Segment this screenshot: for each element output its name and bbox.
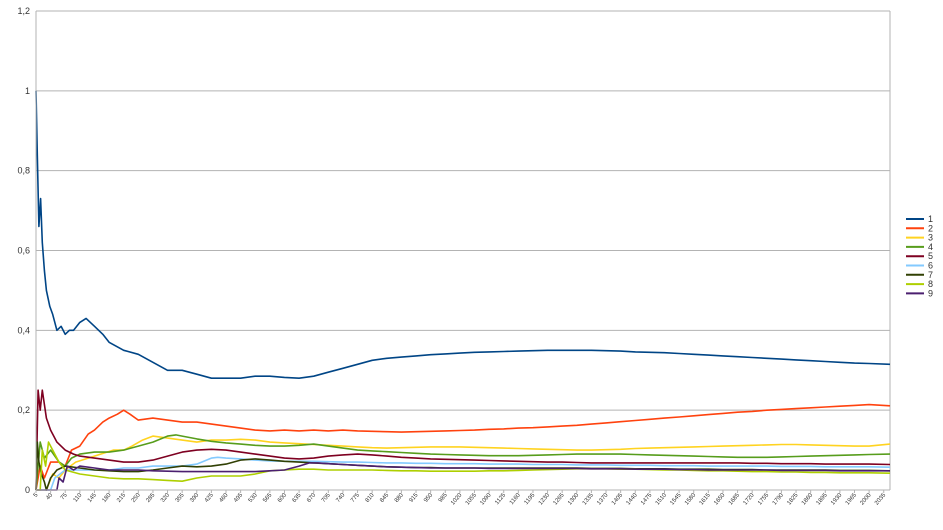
series-line-4: [35, 434, 891, 491]
x-tick-label: 1930: [830, 492, 844, 507]
x-tick-label: 1720: [743, 492, 757, 507]
x-tick-label: 285: [145, 492, 156, 504]
x-tick-label: 985: [438, 492, 449, 504]
series-layer: [35, 90, 891, 491]
x-tick-label: 2000: [859, 492, 873, 507]
x-tick-label: 1615: [699, 492, 713, 507]
x-tick-label: 2035: [874, 492, 888, 507]
x-tick-label: 1475: [640, 492, 654, 507]
x-tick-label: 145: [87, 492, 98, 504]
y-tick-label: 0,4: [17, 325, 30, 335]
series-line-5: [35, 389, 891, 491]
x-tick-label: 1790: [772, 492, 786, 507]
x-tick-label: 565: [262, 492, 273, 504]
x-tick-label: 215: [116, 492, 127, 504]
legend-label-8: 8: [928, 279, 933, 289]
x-tick-label: 530: [248, 492, 259, 504]
x-tick-label: 1825: [786, 492, 800, 507]
x-tick-label: 425: [204, 492, 215, 504]
x-tick-label: 5: [33, 492, 40, 499]
x-tick-label: 1685: [728, 492, 742, 507]
x-tick-label: 180: [102, 492, 113, 504]
legend-label-7: 7: [928, 270, 933, 280]
x-tick-label: 1265: [553, 492, 567, 507]
x-tick-label: 390: [189, 492, 200, 504]
x-tick-label: 1230: [538, 492, 552, 507]
x-tick-label: 1895: [816, 492, 830, 507]
legend-label-9: 9: [928, 288, 933, 298]
x-tick-label: 1020: [450, 492, 464, 507]
legend-label-5: 5: [928, 251, 933, 261]
x-tick-label: 1510: [655, 492, 669, 507]
x-tick-label: 250: [131, 492, 142, 504]
x-tick-label: 1545: [669, 492, 683, 507]
legend-label-3: 3: [928, 233, 933, 243]
x-tick-label: 1860: [801, 492, 815, 507]
x-tick-label: 880: [394, 492, 405, 504]
y-tick-label: 0,6: [17, 246, 30, 256]
y-tick-label: 1,2: [17, 6, 30, 16]
x-tick-label: 1965: [845, 492, 859, 507]
x-tick-label: 1370: [596, 492, 610, 507]
series-line-3: [36, 435, 891, 491]
x-tick-label: 845: [379, 492, 390, 504]
x-tick-label: 1440: [626, 492, 640, 507]
x-tick-label: 1650: [713, 492, 727, 507]
x-tick-label: 635: [292, 492, 303, 504]
series-line-6: [36, 456, 891, 491]
x-tick-label: 1160: [509, 492, 522, 506]
x-tick-label: 1405: [611, 492, 625, 507]
x-tick-label: 75: [60, 492, 69, 501]
x-tick-label: 1580: [684, 492, 698, 507]
series-line-2: [35, 403, 891, 491]
x-tick-label: 915: [409, 492, 420, 504]
x-tick-label: 950: [423, 492, 434, 504]
x-tick-label: 110: [73, 492, 84, 504]
series-line-1: [35, 90, 891, 379]
x-tick-label: 40: [45, 492, 54, 501]
x-tick-label: 810: [365, 492, 376, 504]
y-tick-label: 0,8: [17, 166, 30, 176]
x-tick-label: 1335: [582, 492, 596, 507]
x-tick-label: 1755: [757, 492, 771, 507]
y-tick-label: 0,2: [17, 405, 30, 415]
x-tick-label: 1055: [465, 492, 479, 507]
y-tick-label: 1: [25, 86, 30, 96]
x-tick-label: 775: [350, 492, 361, 504]
x-tick-label: 1090: [479, 492, 493, 507]
x-tick-label: 1125: [494, 492, 507, 506]
x-tick-label: 740: [335, 492, 346, 504]
x-tick-label: 705: [321, 492, 332, 504]
x-tick-label: 670: [306, 492, 317, 504]
y-tick-label: 0: [25, 485, 30, 495]
x-tick-label: 320: [160, 492, 171, 504]
x-tick-label: 1300: [567, 492, 581, 507]
x-tick-label: 495: [233, 492, 244, 504]
legend-label-1: 1: [928, 214, 933, 224]
x-tick-label: 1195: [524, 492, 537, 506]
x-tick-label: 355: [175, 492, 186, 504]
legend-label-4: 4: [928, 242, 933, 252]
grid-layer: [36, 10, 891, 491]
legend-label-6: 6: [928, 261, 933, 271]
x-tick-label: 600: [277, 492, 288, 504]
series-line-9: [36, 462, 890, 491]
series-line-8: [36, 441, 891, 491]
x-tick-label: 460: [219, 492, 230, 504]
legend-label-2: 2: [928, 223, 933, 233]
